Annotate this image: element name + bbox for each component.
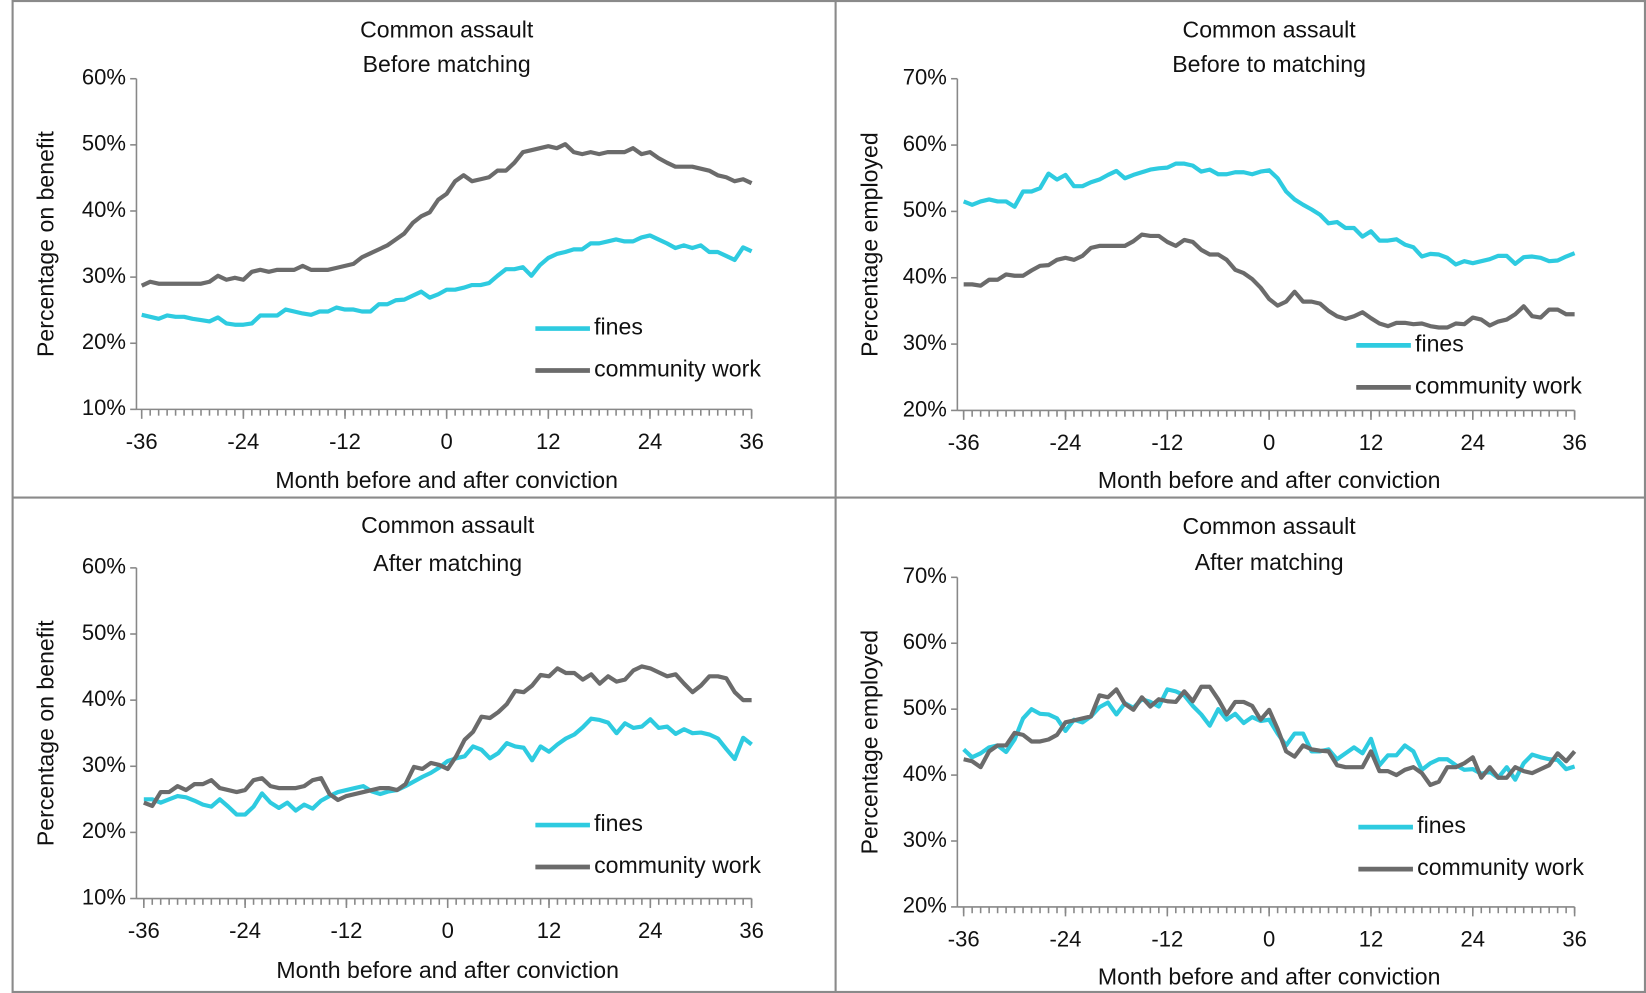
chart-subtitle: Before matching bbox=[363, 51, 531, 77]
data-line bbox=[962, 161, 1576, 267]
x-tick-label: -36 bbox=[948, 926, 980, 951]
x-tick-label: -24 bbox=[229, 918, 261, 943]
y-tick-label: 40% bbox=[903, 761, 947, 786]
chart-subtitle: After matching bbox=[373, 550, 522, 576]
y-tick-label: 40% bbox=[82, 197, 126, 222]
y-tick-label: 30% bbox=[903, 827, 947, 852]
x-tick-label: 36 bbox=[739, 918, 764, 943]
x-tick-label: 12 bbox=[1359, 430, 1384, 455]
y-tick-label: 60% bbox=[82, 65, 126, 90]
y-tick-label: 60% bbox=[903, 131, 947, 156]
x-tick-label: 24 bbox=[1461, 926, 1486, 951]
data-line bbox=[963, 232, 1575, 330]
chart-title: Common assault bbox=[360, 17, 534, 43]
legend-label: fines bbox=[1417, 812, 1466, 838]
y-tick-label: 20% bbox=[82, 818, 126, 843]
x-tick-label: -36 bbox=[126, 429, 158, 454]
data-line bbox=[140, 142, 753, 288]
x-tick-label: -36 bbox=[948, 430, 980, 455]
x-tick-label: 36 bbox=[1562, 430, 1587, 455]
y-tick-label: 30% bbox=[903, 330, 947, 355]
legend-label: fines bbox=[594, 810, 643, 836]
x-tick-label: 12 bbox=[1359, 926, 1384, 951]
y-tick-label: 20% bbox=[82, 329, 126, 354]
y-axis-label: Percentage on benefit bbox=[32, 131, 58, 357]
x-tick-label: -12 bbox=[1151, 430, 1183, 455]
legend-label: community work bbox=[594, 852, 761, 878]
x-tick-label: -12 bbox=[1151, 926, 1183, 951]
chart-title: Common assault bbox=[361, 512, 535, 538]
chart-subtitle: After matching bbox=[1195, 549, 1344, 575]
x-tick-label: -24 bbox=[1050, 926, 1082, 951]
y-axis-label: Percentage employed bbox=[856, 630, 882, 855]
x-axis-label: Month before and after conviction bbox=[1098, 963, 1441, 989]
x-tick-label: -12 bbox=[330, 918, 362, 943]
y-axis-label: Percentage on benefit bbox=[32, 620, 58, 846]
x-tick-label: -24 bbox=[1050, 430, 1082, 455]
legend-label: community work bbox=[1417, 854, 1584, 880]
x-axis-label: Month before and after conviction bbox=[276, 957, 619, 983]
y-tick-label: 70% bbox=[903, 65, 947, 90]
legend-label: community work bbox=[594, 356, 761, 382]
y-tick-label: 70% bbox=[903, 563, 947, 588]
data-line bbox=[143, 664, 752, 809]
y-tick-label: 50% bbox=[903, 197, 947, 222]
x-tick-label: 24 bbox=[1461, 430, 1486, 455]
x-axis-label: Month before and after conviction bbox=[275, 467, 618, 493]
y-axis-label: Percentage employed bbox=[856, 132, 882, 357]
chart-title: Common assault bbox=[1183, 513, 1357, 539]
x-tick-label: -24 bbox=[227, 429, 259, 454]
x-tick-label: 12 bbox=[536, 429, 561, 454]
x-tick-label: 24 bbox=[638, 918, 663, 943]
x-tick-label: 24 bbox=[638, 429, 663, 454]
y-tick-label: 10% bbox=[82, 395, 126, 420]
y-tick-label: 60% bbox=[82, 554, 126, 579]
y-tick-label: 50% bbox=[903, 695, 947, 720]
x-tick-label: 36 bbox=[1562, 926, 1587, 951]
y-tick-label: 20% bbox=[903, 893, 947, 918]
x-tick-label: 0 bbox=[1263, 430, 1275, 455]
y-tick-label: 20% bbox=[903, 396, 947, 421]
legend-label: fines bbox=[594, 314, 643, 340]
x-tick-label: 0 bbox=[1263, 926, 1275, 951]
chart-title: Common assault bbox=[1183, 17, 1357, 43]
y-tick-label: 10% bbox=[82, 884, 126, 909]
y-tick-label: 30% bbox=[82, 752, 126, 777]
x-tick-label: -36 bbox=[128, 918, 160, 943]
y-tick-label: 40% bbox=[82, 686, 126, 711]
chart-subtitle: Before to matching bbox=[1172, 51, 1366, 77]
y-tick-label: 50% bbox=[82, 131, 126, 156]
y-tick-label: 30% bbox=[82, 263, 126, 288]
x-tick-label: 0 bbox=[442, 918, 454, 943]
data-line bbox=[143, 716, 753, 817]
x-axis-label: Month before and after conviction bbox=[1098, 467, 1441, 493]
data-line bbox=[962, 687, 1576, 782]
y-tick-label: 50% bbox=[82, 620, 126, 645]
x-tick-label: 12 bbox=[537, 918, 562, 943]
y-tick-label: 40% bbox=[903, 264, 947, 289]
data-line bbox=[141, 233, 753, 327]
data-line bbox=[963, 684, 1577, 788]
x-tick-label: 36 bbox=[739, 429, 764, 454]
x-tick-label: 0 bbox=[441, 429, 453, 454]
legend-label: community work bbox=[1415, 372, 1582, 398]
x-tick-label: -12 bbox=[329, 429, 361, 454]
y-tick-label: 60% bbox=[903, 629, 947, 654]
legend-label: fines bbox=[1415, 330, 1464, 356]
